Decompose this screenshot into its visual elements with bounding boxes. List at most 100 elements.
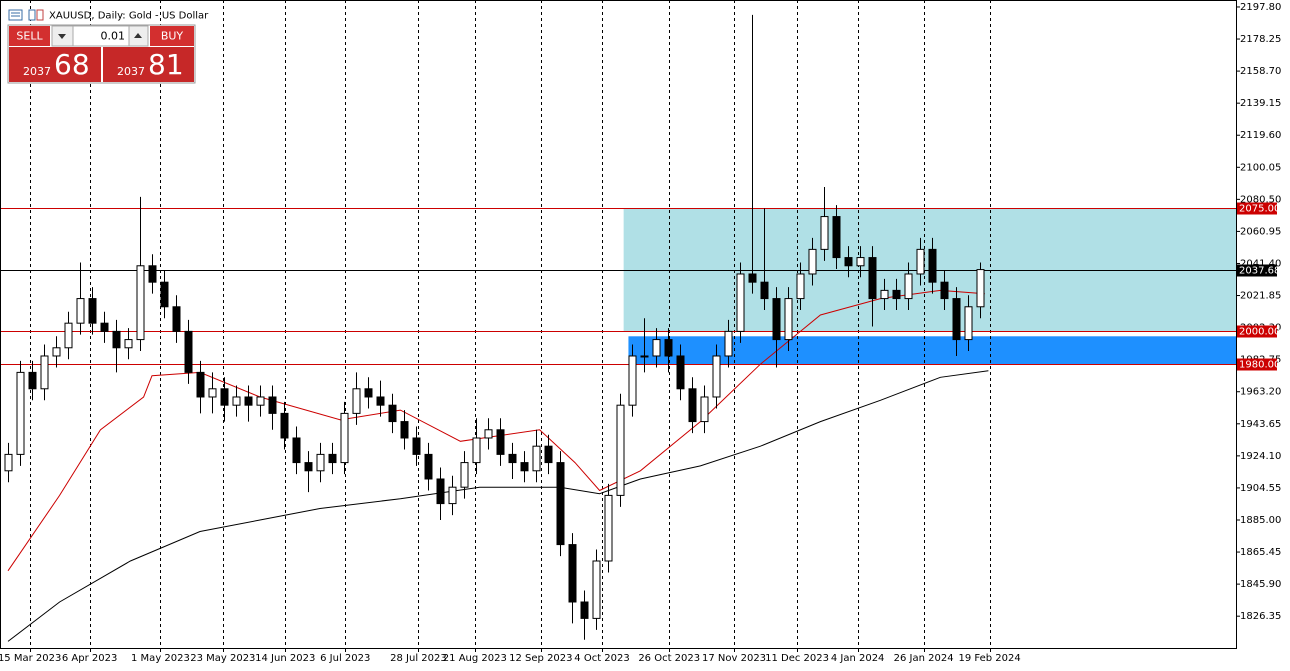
candle-body [688,388,697,423]
y-tick-label: 1904.55 [1240,483,1281,494]
volume-value[interactable]: 0.01 [101,30,126,43]
candle-body [904,273,913,300]
candle-body [796,273,805,300]
candle-body [820,216,829,250]
x-tick-label: 14 Jun 2023 [255,653,315,664]
candle-body [652,339,661,357]
x-tick-label: 21 Aug 2023 [443,653,507,664]
candle-body [4,453,13,472]
candle-body [208,388,217,398]
buy-price-main[interactable]: 2037 [117,65,145,78]
candle-body [580,601,589,619]
y-tick-label: 1826.35 [1240,611,1281,622]
buy-label[interactable]: BUY [161,30,184,43]
y-tick-label: 2119.60 [1240,130,1281,141]
x-tick-label: 28 Jul 2023 [390,653,447,664]
sell-price-main[interactable]: 2037 [23,65,51,78]
candle-body [760,281,769,300]
candle-body [520,462,529,472]
x-tick-label: 4 Oct 2023 [574,653,629,664]
candle-body [184,330,193,373]
x-tick-label: 23 May 2023 [190,653,255,664]
y-tick-label: 1885.00 [1240,515,1281,526]
candle-body [400,421,409,439]
buy-price-box[interactable] [103,47,194,82]
candle-body [472,437,481,464]
x-tick-label: 4 Jan 2024 [831,653,885,664]
sell-price-box[interactable] [9,47,101,82]
candle-body [388,404,397,423]
candle-body [112,330,121,349]
level-label: 2000.00 [1239,327,1280,338]
y-tick-label: 2139.15 [1240,98,1281,109]
sell-label[interactable]: SELL [16,30,43,43]
candle-body [412,437,421,455]
candle-body [508,453,517,464]
candle-body [568,544,577,603]
candle-body [928,248,937,283]
candle-body [616,404,625,496]
y-tick-label: 2080.50 [1240,194,1281,205]
sell-price-big[interactable]: 68 [54,48,90,81]
candle-body [676,355,685,390]
candle-body [172,306,181,332]
candle-body [736,273,745,332]
level-label-box [1237,202,1277,215]
candle-body [484,429,493,439]
x-tick-label: 26 Oct 2023 [638,653,700,664]
x-tick-label: 11 Dec 2023 [765,653,829,664]
buy-button[interactable] [150,26,194,46]
candle-body [628,355,637,406]
level-label: 2037.68 [1239,266,1280,277]
x-tick-label: 15 Mar 2023 [0,653,61,664]
candle-body [340,412,349,464]
candle-body [604,494,613,562]
x-tick-label: 6 Apr 2023 [62,653,117,664]
arrow-up [134,33,142,38]
candle-body [808,248,817,275]
chart-title: XAUUSD, Daily: Gold - US Dollar [49,11,209,22]
icon-list [8,9,23,21]
candle-body [196,371,205,398]
y-tick-label: 2041.40 [1240,258,1281,269]
y-tick-label: 1845.90 [1240,579,1281,590]
arrow-down [58,34,66,39]
y-tick-label: 2178.25 [1240,34,1281,45]
level-label: 2075.00 [1239,204,1280,215]
candle-body [220,388,229,406]
y-tick-label: 2197.80 [1240,2,1281,13]
candle-body [316,453,325,472]
candle-body [724,330,733,357]
candle-body [892,289,901,300]
candle-body [160,281,169,308]
sell-button[interactable] [9,26,50,46]
candle-body [64,322,73,349]
candle-body [268,396,277,414]
candle-body [364,388,373,398]
candle-body [844,257,853,267]
y-tick-label: 1943.65 [1240,419,1281,430]
y-tick-label: 2021.85 [1240,291,1281,302]
candle-body [52,347,61,357]
candle-body [832,216,841,259]
x-tick-label: 1 May 2023 [131,653,190,664]
candle-body [916,248,925,275]
level-label-box [1237,325,1277,338]
candle-body [88,298,97,324]
candle-body [868,257,877,300]
candle-body [556,462,565,546]
candle-body [664,339,673,357]
level-label: 1980.00 [1239,360,1280,371]
x-tick-label: 12 Sep 2023 [509,653,572,664]
candle-body [460,462,469,488]
candle-body [748,273,757,283]
buy-price-big[interactable]: 81 [148,48,184,81]
candle-body [292,437,301,464]
candle-body [784,298,793,341]
trade-panel: SELL 0.01 BUY 2037 68 2037 81 [7,24,196,84]
candle-body [700,396,709,423]
y-tick-label: 1963.20 [1240,387,1281,398]
y-tick-label: 2158.70 [1240,66,1281,77]
candle-body [256,396,265,406]
